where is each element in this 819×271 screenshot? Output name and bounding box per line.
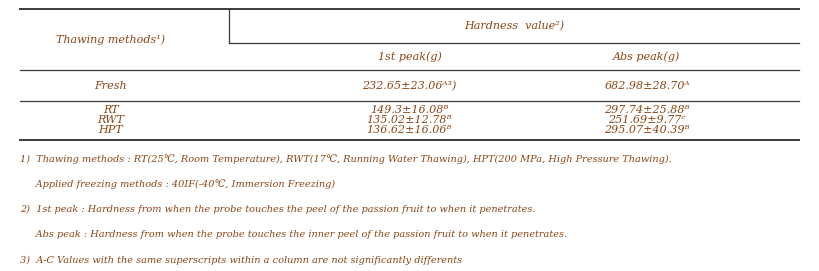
- Text: HPT: HPT: [98, 125, 123, 135]
- Text: Abs peak : Hardness from when the probe touches the inner peel of the passion fr: Abs peak : Hardness from when the probe …: [20, 230, 568, 240]
- Text: 297.74±25.88ᴮ: 297.74±25.88ᴮ: [604, 105, 690, 115]
- Text: 1)  Thawing methods : RT(25℃, Room Temperature), RWT(17℃, Running Water Thawing): 1) Thawing methods : RT(25℃, Room Temper…: [20, 154, 672, 164]
- Text: 682.98±28.70ᴬ: 682.98±28.70ᴬ: [604, 81, 690, 91]
- Text: 232.65±23.06ᴬ³): 232.65±23.06ᴬ³): [362, 80, 457, 91]
- Text: Thawing methods¹): Thawing methods¹): [56, 35, 165, 45]
- Text: 149.3±16.08ᴮ: 149.3±16.08ᴮ: [370, 105, 449, 115]
- Text: Fresh: Fresh: [94, 81, 127, 91]
- Text: 2)  1st peak : Hardness from when the probe touches the peel of the passion frui: 2) 1st peak : Hardness from when the pro…: [20, 205, 536, 214]
- Text: RT: RT: [103, 105, 118, 115]
- Text: 136.62±16.06ᴮ: 136.62±16.06ᴮ: [367, 125, 452, 135]
- Text: 251.69±9.77ᶜ: 251.69±9.77ᶜ: [609, 115, 686, 125]
- Text: 1st peak(g): 1st peak(g): [378, 52, 441, 62]
- Text: Hardness  value²): Hardness value²): [464, 21, 564, 32]
- Text: Applied freezing methods : 40IF(-40℃, Immersion Freezing): Applied freezing methods : 40IF(-40℃, Im…: [20, 180, 336, 189]
- Text: RWT: RWT: [97, 115, 124, 125]
- Text: 3)  A-C Values with the same superscripts within a column are not significantly : 3) A-C Values with the same superscripts…: [20, 256, 463, 265]
- Text: 135.02±12.78ᴮ: 135.02±12.78ᴮ: [367, 115, 452, 125]
- Text: Abs peak(g): Abs peak(g): [613, 52, 681, 62]
- Text: 295.07±40.39ᴮ: 295.07±40.39ᴮ: [604, 125, 690, 135]
